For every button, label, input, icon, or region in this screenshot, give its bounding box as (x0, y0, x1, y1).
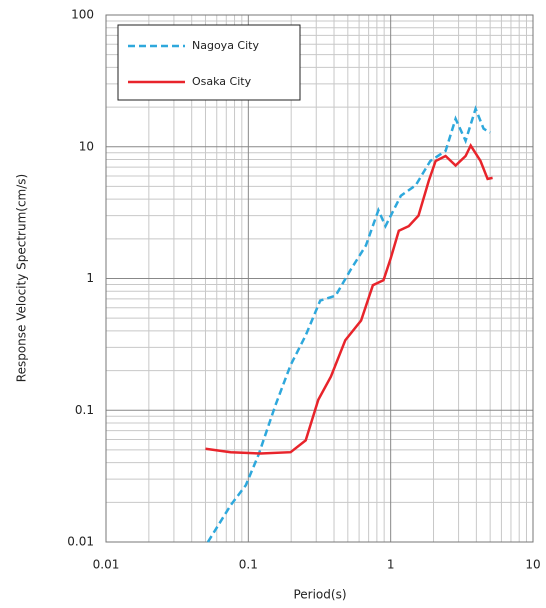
y-axis-label: Response Velocity Spectrum(cm/s) (15, 174, 29, 382)
legend-label: Osaka City (192, 75, 252, 88)
legend-box (117, 24, 301, 101)
y-tick-label: 100 (71, 8, 94, 22)
y-tick-label: 0.1 (75, 403, 94, 417)
y-tick-label: 0.01 (67, 535, 94, 549)
x-tick-label: 0.01 (93, 558, 120, 572)
legend-label: Nagoya City (192, 39, 259, 52)
x-tick-label: 1 (387, 558, 395, 572)
y-tick-label: 1 (86, 271, 94, 285)
series-line (206, 105, 491, 543)
x-axis-label: Period(s) (293, 588, 346, 602)
legend: Nagoya City Osaka City (117, 24, 301, 101)
x-tick-label: 10 (525, 558, 540, 572)
x-tick-label: 0.1 (239, 558, 258, 572)
y-tick-label: 10 (79, 139, 94, 153)
series-line (205, 143, 493, 455)
plot-border (105, 14, 534, 543)
